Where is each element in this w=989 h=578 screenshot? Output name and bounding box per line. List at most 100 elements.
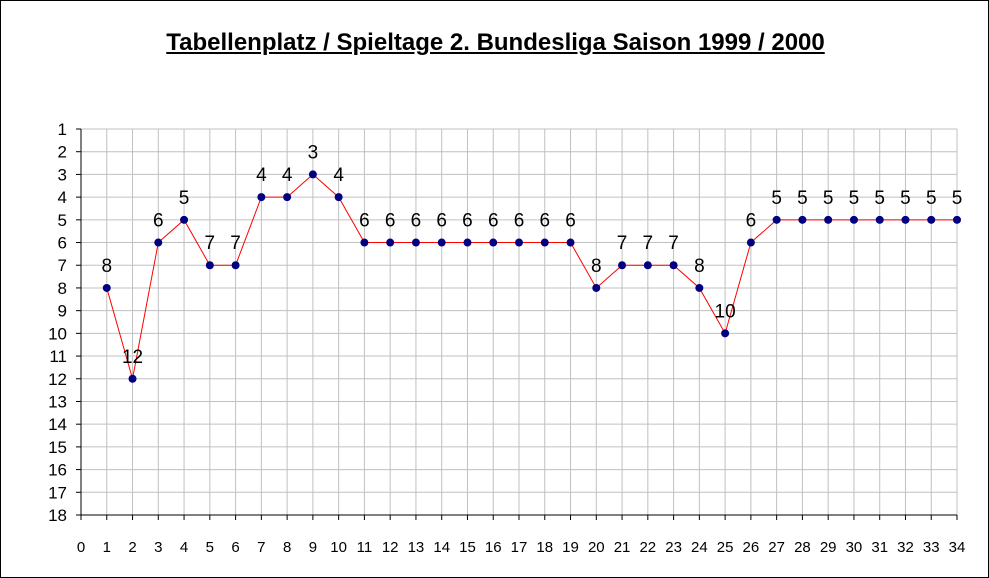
x-tick-label: 13 <box>408 539 425 556</box>
data-label: 6 <box>488 211 499 232</box>
x-axis-tick-labels: 0 1 2 3 4 5 6 7 8 9 10 11 12 13 14 15 16 17 18 19 20 21 22 23 24… <box>77 539 966 556</box>
x-tick-label: 6 <box>231 539 239 556</box>
data-label: 5 <box>926 188 937 209</box>
data-point <box>102 283 111 292</box>
data-label: 3 <box>308 142 319 163</box>
data-point <box>721 329 730 338</box>
data-point <box>334 193 343 202</box>
x-tick-label: 3 <box>154 539 162 556</box>
data-point <box>360 238 369 247</box>
data-label: 8 <box>694 256 705 277</box>
data-points <box>102 170 961 383</box>
data-label: 5 <box>823 188 834 209</box>
y-tick-label: 12 <box>48 370 67 389</box>
data-label: 6 <box>565 211 576 232</box>
data-point <box>592 283 601 292</box>
data-point <box>566 238 575 247</box>
x-tick-label: 34 <box>949 539 966 556</box>
data-point <box>437 238 446 247</box>
x-tick-label: 14 <box>433 539 450 556</box>
data-label: 6 <box>411 211 422 232</box>
x-tick-label: 1 <box>103 539 111 556</box>
data-point <box>798 215 807 224</box>
y-tick-label: 18 <box>48 506 67 525</box>
y-tick-label: 11 <box>49 347 67 366</box>
data-point <box>463 238 472 247</box>
data-point <box>669 261 678 270</box>
data-label: 7 <box>643 233 654 254</box>
data-label: 5 <box>797 188 808 209</box>
x-tick-label: 28 <box>794 539 811 556</box>
x-tick-label: 27 <box>768 539 785 556</box>
data-label: 6 <box>462 211 473 232</box>
data-point <box>283 193 292 202</box>
x-tick-label: 33 <box>923 539 940 556</box>
y-tick-label: 13 <box>48 392 67 411</box>
data-point <box>849 215 858 224</box>
y-tick-label: 8 <box>58 279 67 298</box>
data-point <box>231 261 240 270</box>
data-label: 7 <box>230 233 241 254</box>
data-label: 6 <box>359 211 370 232</box>
data-label: 4 <box>256 165 267 186</box>
y-tick-label: 1 <box>58 120 67 139</box>
data-label: 4 <box>333 165 344 186</box>
x-tick-label: 19 <box>562 539 579 556</box>
y-tick-label: 16 <box>48 461 67 480</box>
data-label: 6 <box>539 211 550 232</box>
x-tick-label: 16 <box>485 539 502 556</box>
chart-title: Tabellenplatz / Spieltage 2. Bundesliga … <box>166 29 825 56</box>
x-tick-label: 2 <box>128 539 136 556</box>
data-point <box>901 215 910 224</box>
x-tick-label: 4 <box>180 539 188 556</box>
x-tick-label: 26 <box>743 539 760 556</box>
x-tick-label: 23 <box>665 539 682 556</box>
x-tick-label: 30 <box>846 539 863 556</box>
x-tick-label: 15 <box>459 539 476 556</box>
data-point <box>875 215 884 224</box>
y-tick-label: 7 <box>58 256 67 275</box>
data-label: 6 <box>514 211 525 232</box>
x-tick-label: 17 <box>511 539 528 556</box>
data-point <box>205 261 214 270</box>
x-tick-label: 5 <box>206 539 214 556</box>
x-tick-label: 10 <box>330 539 347 556</box>
x-tick-label: 12 <box>382 539 399 556</box>
data-label: 6 <box>746 211 757 232</box>
data-label: 6 <box>436 211 447 232</box>
x-tick-label: 21 <box>614 539 631 556</box>
data-point <box>695 283 704 292</box>
data-label: 12 <box>122 347 143 368</box>
y-tick-label: 4 <box>58 188 67 207</box>
data-point <box>308 170 317 179</box>
data-label: 6 <box>385 211 396 232</box>
y-tick-label: 6 <box>58 234 67 253</box>
y-tick-label: 3 <box>58 165 67 184</box>
data-label: 6 <box>153 211 164 232</box>
series-line <box>106 173 957 379</box>
data-label: 5 <box>771 188 782 209</box>
x-tick-label: 29 <box>820 539 837 556</box>
data-label: 7 <box>617 233 628 254</box>
data-label: 5 <box>900 188 911 209</box>
data-label: 8 <box>101 256 112 277</box>
data-point <box>953 215 961 224</box>
data-label: 5 <box>952 188 963 209</box>
data-point <box>257 193 266 202</box>
y-tick-label: 15 <box>48 438 67 457</box>
data-point <box>386 238 395 247</box>
axes <box>76 128 958 520</box>
data-point <box>180 215 189 224</box>
data-point <box>154 238 163 247</box>
data-point <box>824 215 833 224</box>
y-tick-label: 10 <box>48 324 67 343</box>
x-tick-label: 20 <box>588 539 605 556</box>
x-tick-label: 7 <box>257 539 265 556</box>
data-label: 5 <box>874 188 885 209</box>
data-point <box>411 238 420 247</box>
data-label: 7 <box>205 233 216 254</box>
